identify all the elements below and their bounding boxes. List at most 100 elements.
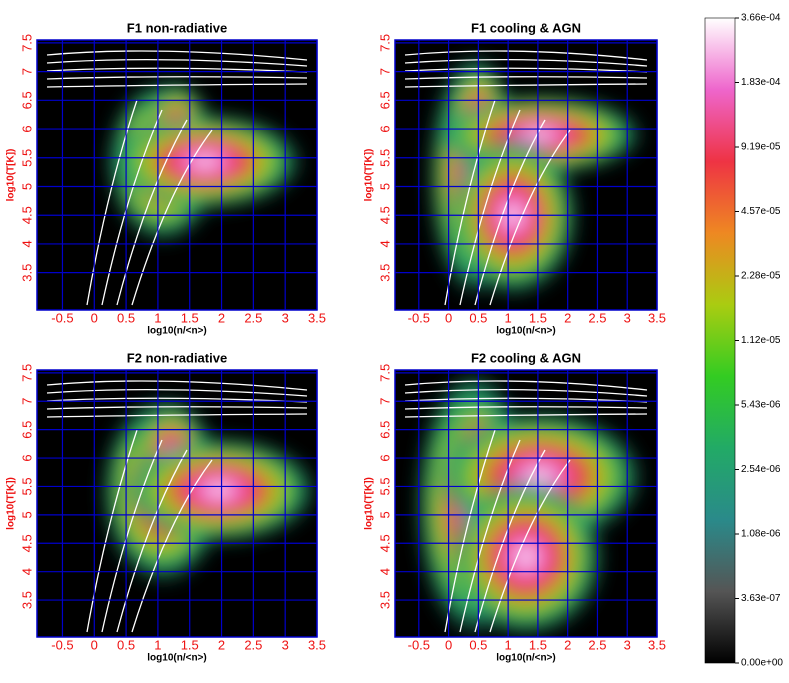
contour [86,429,138,633]
y-tick-label: 6 [377,454,392,461]
x-tick-label: -0.5 [408,310,430,325]
colorbar-tick-label: 0.00e+00 [741,658,783,669]
contours [46,380,308,633]
x-tick-label: 0 [445,310,452,325]
x-tick-label: 0.5 [117,637,135,652]
x-tick-label: 2 [218,310,225,325]
x-tick-label: 0.5 [469,310,487,325]
contours [46,50,308,306]
contour [46,388,308,397]
y-tick-label: 5 [19,511,34,518]
contour [404,67,648,73]
y-tick-label: 3.5 [377,591,392,609]
y-tick-label: 5.5 [19,477,34,495]
chart-title: F1 cooling & AGN [471,20,581,35]
contour [46,406,308,410]
contour [404,413,648,418]
y-tick-label: 4.5 [377,534,392,552]
contour [404,50,648,61]
x-tick-label: 3 [282,637,289,652]
colorbar-tick-label: 4.57e-05 [741,206,781,217]
y-tick-label: 5 [377,183,392,190]
contour [46,58,308,67]
x-tick-label: 1 [154,637,161,652]
contour [116,119,188,306]
y-axis-label: log10(T[K]) [6,149,17,202]
y-tick-label: 6 [19,454,34,461]
colorbar-tick-label: 3.63e-07 [741,593,781,604]
x-tick-label: -0.5 [51,310,73,325]
y-tick-label: 7 [19,398,34,405]
contour [459,109,521,306]
x-axis-label: log10(n/<n>) [496,653,555,664]
contour [489,459,571,633]
colorbar-tick-label: 1.08e-06 [741,529,781,540]
y-tick-label: 4 [19,568,34,575]
y-tick-label: 4.5 [19,206,34,224]
x-tick-label: 1.5 [529,637,547,652]
x-tick-label: 1 [154,310,161,325]
y-tick-label: 5.5 [19,149,34,167]
chart-title: F1 non-radiative [127,20,227,35]
colorbar-tick-label: 9.19e-05 [741,142,781,153]
colorbar [704,17,736,664]
x-tick-label: 1.5 [181,310,199,325]
y-axis-label: log10(T[K]) [6,477,17,530]
x-tick-label: 3.5 [308,310,326,325]
chart-title: F2 cooling & AGN [471,350,581,365]
contour [404,406,648,410]
contour [46,76,308,80]
contour [489,129,571,306]
contour [404,380,648,391]
contour [404,388,648,397]
plot-frame [36,369,318,638]
y-tick-label: 3.5 [19,591,34,609]
x-tick-label: 0 [91,637,98,652]
contour [404,397,648,403]
contour [46,67,308,73]
contour [444,99,496,306]
x-tick-label: 1.5 [529,310,547,325]
y-tick-label: 5 [19,183,34,190]
contour [404,76,648,80]
x-tick-label: 2 [564,310,571,325]
y-axis-label: log10(T[K]) [364,477,375,530]
x-axis-label: log10(n/<n>) [147,326,206,337]
x-tick-label: 2 [218,637,225,652]
x-tick-label: 0.5 [117,310,135,325]
y-tick-label: 7 [377,68,392,75]
x-tick-label: 2.5 [244,310,262,325]
contour [444,429,496,633]
y-tick-label: 6.5 [377,91,392,109]
x-tick-label: 3.5 [308,637,326,652]
x-tick-label: 3.5 [648,310,666,325]
y-tick-label: 7 [19,68,34,75]
contour [404,83,648,88]
y-tick-label: 6.5 [19,91,34,109]
y-tick-label: 4 [377,568,392,575]
y-tick-label: 3.5 [377,264,392,282]
y-tick-label: 7.5 [377,364,392,382]
x-tick-label: -0.5 [51,637,73,652]
contour [131,129,213,306]
x-tick-label: 1.5 [181,637,199,652]
x-tick-label: 3 [624,637,631,652]
x-axis-label: log10(n/<n>) [147,653,206,664]
density [415,370,644,637]
contour [101,109,163,306]
x-axis-label: log10(n/<n>) [496,326,555,337]
contour [46,413,308,418]
plot-frame [36,39,318,311]
chart-title: F2 non-radiative [127,350,227,365]
density-blob [121,436,317,544]
contour [46,50,308,61]
colorbar-tick-label: 2.28e-05 [741,271,781,282]
y-tick-label: 4.5 [19,534,34,552]
colorbar-tick-label: 3.66e-04 [741,13,781,24]
x-tick-label: 0.5 [469,637,487,652]
density-blob [447,476,605,637]
x-tick-label: 1 [505,637,512,652]
y-tick-label: 6 [377,125,392,132]
x-tick-label: 3 [624,310,631,325]
